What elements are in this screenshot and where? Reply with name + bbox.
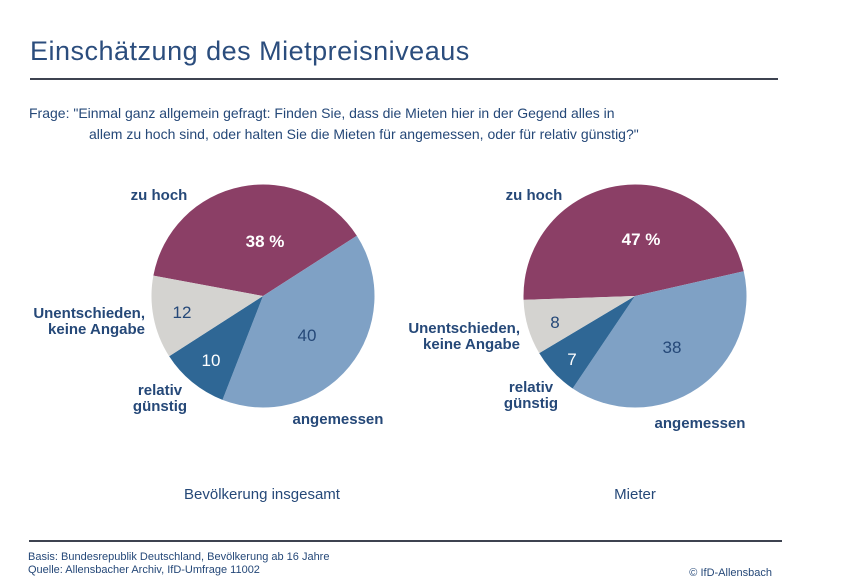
pie-slice-1 (572, 271, 747, 408)
footer-divider (29, 540, 782, 542)
pie-slice-0 (523, 184, 744, 300)
pie-slice-1 (222, 235, 375, 408)
pie-slice-2 (539, 296, 635, 389)
pie-slice-3 (523, 296, 635, 354)
value-angemessen-right: 38 (662, 338, 682, 357)
quelle-note: Quelle: Allensbacher Archiv, IfD-Umfrage… (28, 563, 260, 576)
label-zu-hoch-right: zu hoch (505, 187, 563, 204)
value-unentschieden-right: 8 (550, 313, 560, 332)
footer-notes: Basis: Bundesrepublik Deutschland, Bevöl… (28, 551, 329, 576)
value-zu-hoch-right: 47 % (621, 230, 661, 249)
chart-caption-bevoelkerung: Bevölkerung insgesamt (184, 486, 340, 503)
question-line-1: Frage: "Einmal ganz allgemein gefragt: F… (29, 105, 615, 121)
value-angemessen-left: 40 (297, 326, 317, 345)
label-angemessen-left: angemessen (292, 411, 384, 428)
label-relativ-guenstig-right: relativ günstig (503, 379, 559, 412)
label-relativ-guenstig-left: relativ günstig (132, 382, 188, 415)
label-angemessen-right: angemessen (654, 415, 746, 432)
copyright-note: © IfD-Allensbach (689, 567, 772, 579)
title-divider (30, 78, 778, 80)
label-unentschieden-right: Unentschieden, keine Angabe (408, 320, 520, 353)
value-zu-hoch-left: 38 % (245, 232, 285, 251)
value-relativ-guenstig-left: 10 (201, 351, 221, 370)
chart-caption-mieter: Mieter (614, 486, 656, 503)
survey-question: Frage: "Einmal ganz allgemein gefragt: F… (29, 103, 639, 145)
pie-slice-2 (169, 296, 263, 400)
label-zu-hoch-left: zu hoch (130, 187, 188, 204)
page-title: Einschätzung des Mietpreisniveaus (30, 36, 470, 66)
pie-chart-mieter (523, 184, 747, 408)
question-line-2: allem zu hoch sind, oder halten Sie die … (89, 126, 639, 142)
label-unentschieden-left: Unentschieden, keine Angabe (33, 305, 145, 338)
pie-slice-3 (151, 275, 263, 357)
value-relativ-guenstig-right: 7 (567, 350, 577, 369)
pie-slice-0 (153, 184, 357, 296)
value-unentschieden-left: 12 (172, 303, 192, 322)
basis-note: Basis: Bundesrepublik Deutschland, Bevöl… (28, 551, 330, 563)
pie-chart-bevoelkerung (151, 184, 375, 408)
